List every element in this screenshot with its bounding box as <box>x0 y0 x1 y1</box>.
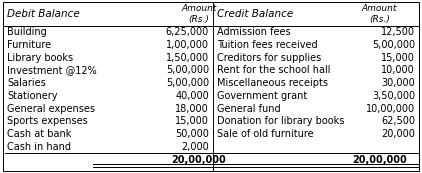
Text: 18,000: 18,000 <box>175 104 209 113</box>
Text: 50,000: 50,000 <box>175 129 209 139</box>
Text: Debit Balance: Debit Balance <box>7 9 80 19</box>
Text: 20,00,000: 20,00,000 <box>172 155 226 165</box>
Text: Admission fees: Admission fees <box>217 27 291 37</box>
Text: 62,500: 62,500 <box>381 116 415 126</box>
Text: 20,000: 20,000 <box>381 129 415 139</box>
Text: Investment @12%: Investment @12% <box>7 65 97 75</box>
Text: 15,000: 15,000 <box>175 116 209 126</box>
Text: 10,00,000: 10,00,000 <box>366 104 415 113</box>
Text: General fund: General fund <box>217 104 281 113</box>
Text: Building: Building <box>7 27 47 37</box>
Text: Stationery: Stationery <box>7 91 57 101</box>
Text: Donation for library books: Donation for library books <box>217 116 344 126</box>
Text: Amount
(Rs.): Amount (Rs.) <box>362 4 397 24</box>
Text: Tuition fees received: Tuition fees received <box>217 40 318 50</box>
Text: 15,000: 15,000 <box>381 53 415 63</box>
Text: 1,50,000: 1,50,000 <box>166 53 209 63</box>
Text: Sports expenses: Sports expenses <box>7 116 88 126</box>
Text: Miscellaneous receipts: Miscellaneous receipts <box>217 78 328 88</box>
Text: Library books: Library books <box>7 53 73 63</box>
Text: 30,000: 30,000 <box>381 78 415 88</box>
Text: General expenses: General expenses <box>7 104 95 113</box>
Text: 5,00,000: 5,00,000 <box>166 78 209 88</box>
Text: Credit Balance: Credit Balance <box>217 9 293 19</box>
Text: 2,000: 2,000 <box>181 142 209 152</box>
Text: Cash at bank: Cash at bank <box>7 129 71 139</box>
Text: 6,25,000: 6,25,000 <box>166 27 209 37</box>
Text: 12,500: 12,500 <box>381 27 415 37</box>
Text: 40,000: 40,000 <box>175 91 209 101</box>
Text: Amount
(Rs.): Amount (Rs.) <box>181 4 216 24</box>
Text: 3,50,000: 3,50,000 <box>372 91 415 101</box>
Text: 20,00,000: 20,00,000 <box>352 155 407 165</box>
Text: Furniture: Furniture <box>7 40 51 50</box>
Text: 5,00,000: 5,00,000 <box>166 65 209 75</box>
Text: 1,00,000: 1,00,000 <box>166 40 209 50</box>
Text: Government grant: Government grant <box>217 91 307 101</box>
Text: Rent for the school hall: Rent for the school hall <box>217 65 330 75</box>
Text: 10,000: 10,000 <box>381 65 415 75</box>
Text: 5,00,000: 5,00,000 <box>372 40 415 50</box>
Text: Salaries: Salaries <box>7 78 46 88</box>
Text: Creditors for supplies: Creditors for supplies <box>217 53 321 63</box>
Text: Cash in hand: Cash in hand <box>7 142 71 152</box>
Text: Sale of old furniture: Sale of old furniture <box>217 129 314 139</box>
